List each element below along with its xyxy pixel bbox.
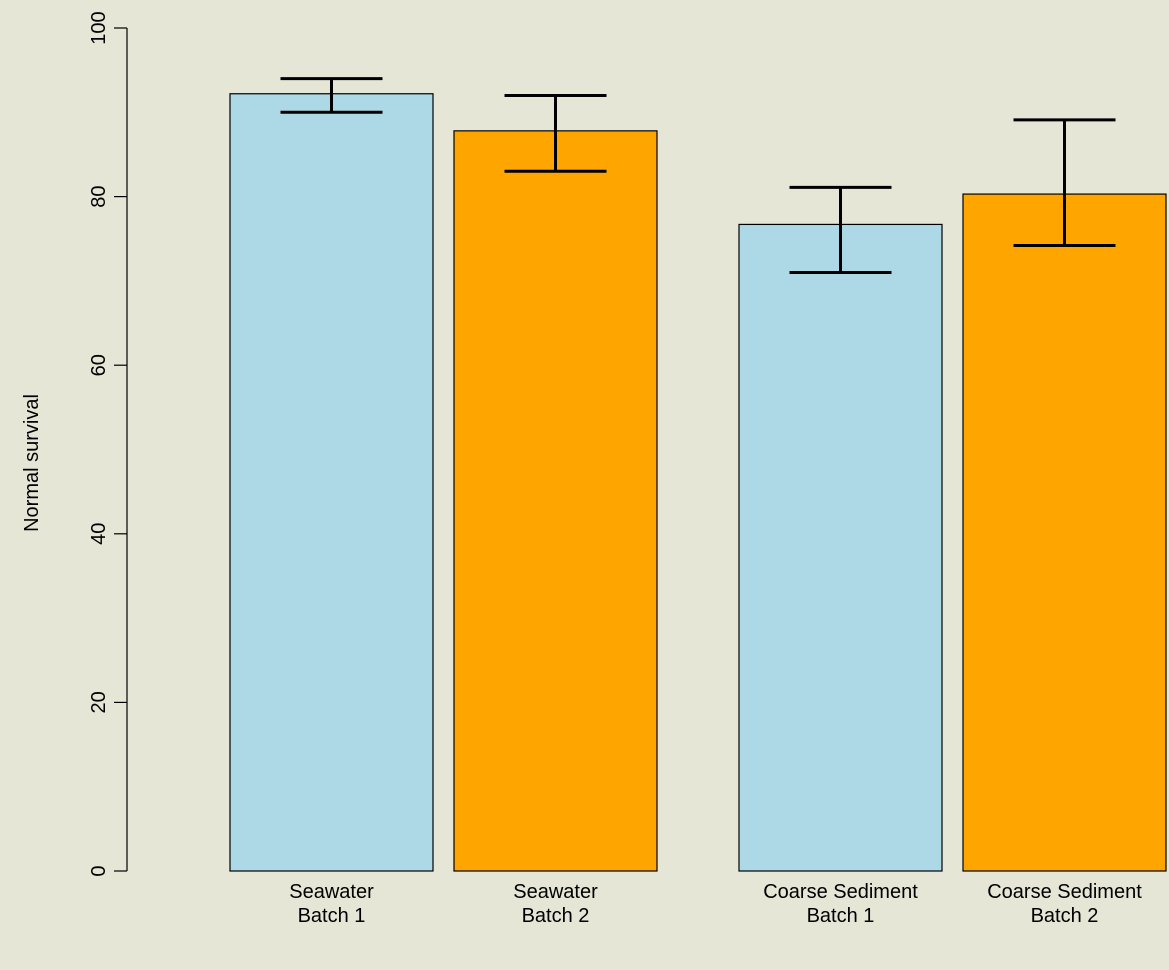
y-tick-label: 100	[88, 11, 110, 44]
y-tick-label: 40	[88, 523, 110, 545]
bar	[962, 193, 1167, 872]
bar	[229, 93, 434, 872]
x-tick-label: Batch 1	[298, 905, 366, 927]
error-bars	[280, 77, 1116, 274]
y-axis-title: Normal survival	[21, 394, 43, 532]
x-tick-label: Seawater	[289, 881, 374, 903]
bar	[453, 130, 658, 872]
x-tick-label: Coarse Sediment	[987, 881, 1142, 903]
bars	[229, 93, 1167, 872]
x-tick-label: Batch 2	[522, 905, 590, 927]
y-axis: 0 20 40 60 80 100	[88, 11, 128, 877]
x-tick-label: Coarse Sediment	[763, 881, 918, 903]
bar	[738, 223, 943, 872]
y-tick-label: 20	[88, 691, 110, 713]
y-tick-label: 60	[88, 354, 110, 376]
x-tick-label: Batch 1	[807, 905, 875, 927]
y-tick-label: 80	[88, 185, 110, 207]
x-tick-label: Batch 2	[1031, 905, 1099, 927]
x-tick-label: Seawater	[513, 881, 598, 903]
y-tick-label: 0	[88, 865, 110, 876]
